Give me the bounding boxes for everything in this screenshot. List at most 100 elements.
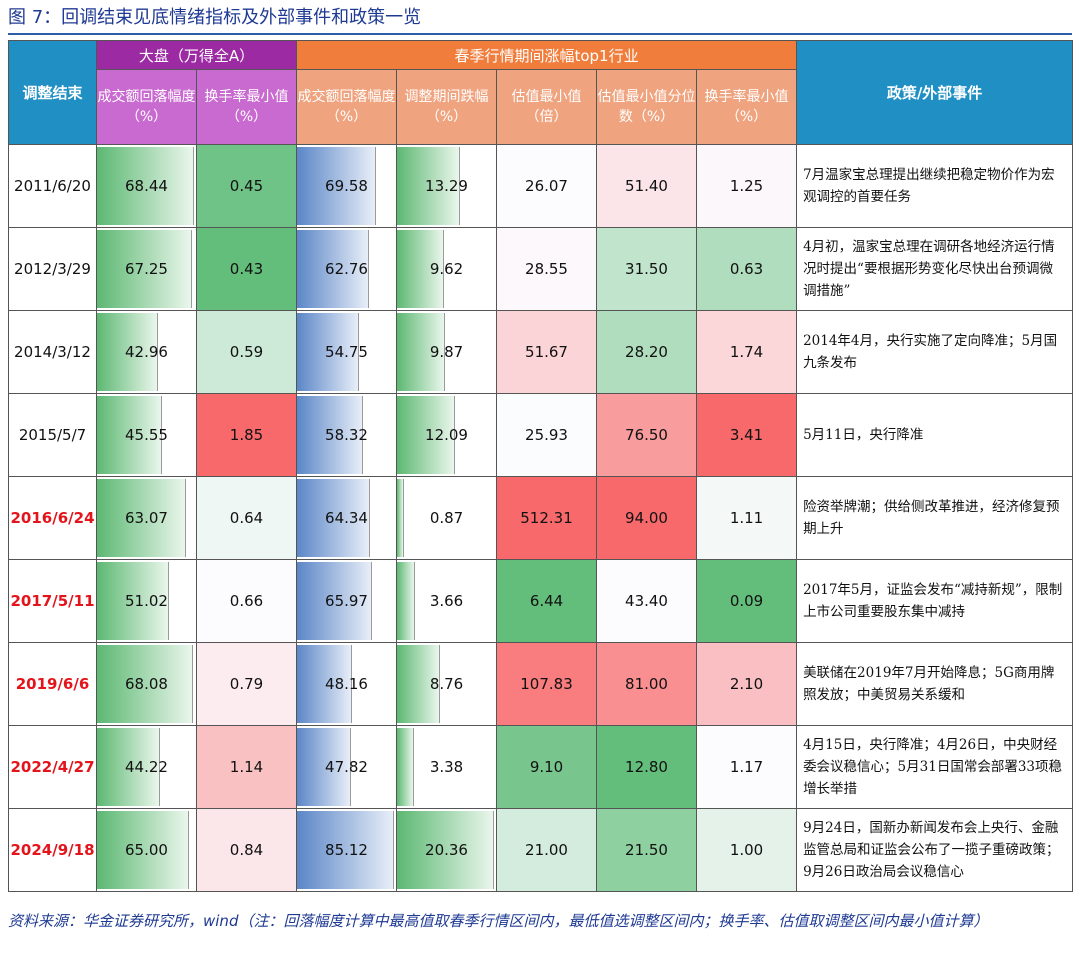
table-row: 2017/5/11 51.02 0.66 65.97 3.66 6.44 43.40 0.09… (8, 559, 1074, 643)
data-bar (397, 147, 461, 225)
policy-cell: 9月24日，国新办新闻发布会上央行、金融监管总局和证监会公布了一揽子重磅政策；9… (796, 808, 1074, 892)
data-bar (97, 313, 159, 391)
header-industry-group: 春季行情期间涨幅top1行业 (296, 40, 798, 70)
data-bar (297, 230, 370, 308)
source-note: 资料来源：华金证券研究所，wind（注：回落幅度计算中最高值取春季行情区间内，最… (8, 912, 989, 930)
industry-drawdown-cell: 9.87 (396, 310, 498, 394)
industry-volume-drop-cell: 64.34 (296, 476, 398, 560)
date-cell: 2014/3/12 (8, 310, 97, 394)
industry-drawdown-cell: 9.62 (396, 227, 498, 311)
table-row: 2019/6/6 68.08 0.79 48.16 8.76 107.83 81.00 2.1… (8, 642, 1074, 726)
industry-valuation-min-cell: 26.07 (496, 144, 598, 228)
industry-valuation-min-cell: 25.93 (496, 393, 598, 477)
industry-volume-drop-cell: 58.32 (296, 393, 398, 477)
market-turnover-min-cell: 0.79 (195, 642, 298, 726)
header-industry-valuation-min: 估值最小值（倍） (496, 69, 598, 145)
date-cell: 2016/6/24 (8, 476, 97, 560)
data-bar (297, 728, 352, 806)
data-bar (97, 147, 195, 225)
market-turnover-min-cell: 0.66 (195, 559, 298, 643)
header-industry-turnover-min: 换手率最小值（%） (696, 69, 798, 145)
cell-value: 51.02 (125, 592, 168, 610)
cell-value: 12.09 (425, 426, 468, 444)
data-bar (297, 811, 395, 889)
industry-valuation-min-cell: 107.83 (496, 642, 598, 726)
data-bar (97, 479, 187, 557)
industry-valuation-min-cell: 9.10 (496, 725, 598, 809)
cell-value: 47.82 (325, 758, 368, 776)
date-cell: 2017/5/11 (8, 559, 97, 643)
industry-turnover-min-cell: 0.63 (696, 227, 798, 311)
industry-valuation-min-cell: 21.00 (496, 808, 598, 892)
market-turnover-min-cell: 0.45 (195, 144, 298, 228)
industry-valuation-min-cell: 512.31 (496, 476, 598, 560)
market-volume-drop-cell: 68.44 (96, 144, 197, 228)
industry-drawdown-cell: 3.38 (396, 725, 498, 809)
cell-value: 13.29 (425, 177, 468, 195)
cell-value: 67.25 (125, 260, 168, 278)
cell-value: 9.87 (429, 343, 464, 361)
market-volume-drop-cell: 67.25 (96, 227, 197, 311)
market-turnover-min-cell: 0.84 (195, 808, 298, 892)
date-cell: 2012/3/29 (8, 227, 97, 311)
policy-cell: 5月11日，央行降准 (796, 393, 1074, 477)
title-rule (8, 33, 1072, 35)
market-volume-drop-cell: 44.22 (96, 725, 197, 809)
industry-turnover-min-cell: 1.00 (696, 808, 798, 892)
industry-volume-drop-cell: 47.82 (296, 725, 398, 809)
data-bar (397, 811, 495, 889)
cell-value: 65.97 (325, 592, 368, 610)
table-row: 2015/5/7 45.55 1.85 58.32 12.09 25.93 76.50 3.4… (8, 393, 1074, 477)
header-policy: 政策/外部事件 (796, 40, 1074, 145)
cell-value: 58.32 (325, 426, 368, 444)
table-body: 2011/6/20 68.44 0.45 69.58 13.29 26.07 51.40 1.… (8, 144, 1074, 892)
date-cell: 2019/6/6 (8, 642, 97, 726)
industry-valuation-min-cell: 51.67 (496, 310, 598, 394)
cell-value: 69.58 (325, 177, 368, 195)
data-bar (97, 230, 193, 308)
data-bar (397, 728, 414, 806)
date-cell: 2022/4/27 (8, 725, 97, 809)
industry-valuation-percentile-cell: 94.00 (596, 476, 698, 560)
industry-valuation-percentile-cell: 31.50 (596, 227, 698, 311)
date-cell: 2011/6/20 (8, 144, 97, 228)
industry-valuation-percentile-cell: 51.40 (596, 144, 698, 228)
data-bar (397, 230, 444, 308)
data-bar (397, 645, 440, 723)
market-volume-drop-cell: 42.96 (96, 310, 197, 394)
industry-turnover-min-cell: 1.17 (696, 725, 798, 809)
data-bar (297, 313, 360, 391)
industry-drawdown-cell: 12.09 (396, 393, 498, 477)
cell-value: 44.22 (125, 758, 168, 776)
industry-volume-drop-cell: 85.12 (296, 808, 398, 892)
header-industry-volume-drop: 成交额回落幅度（%） (296, 69, 398, 145)
industry-turnover-min-cell: 1.74 (696, 310, 798, 394)
industry-valuation-min-cell: 6.44 (496, 559, 598, 643)
data-bar (297, 147, 377, 225)
data-bar (97, 396, 163, 474)
cell-value: 65.00 (125, 841, 168, 859)
industry-volume-drop-cell: 65.97 (296, 559, 398, 643)
table-row: 2016/6/24 63.07 0.64 64.34 0.87 512.31 94.00 1.… (8, 476, 1074, 560)
data-bar (97, 728, 161, 806)
industry-valuation-percentile-cell: 81.00 (596, 642, 698, 726)
data-bar (397, 562, 415, 640)
table-row: 2012/3/29 67.25 0.43 62.76 9.62 28.55 31.50 0.6… (8, 227, 1074, 311)
header-market-turnover-min: 换手率最小值（%） (195, 69, 298, 145)
cell-value: 8.76 (429, 675, 464, 693)
industry-valuation-percentile-cell: 28.20 (596, 310, 698, 394)
cell-value: 64.34 (325, 509, 368, 527)
market-volume-drop-cell: 51.02 (96, 559, 197, 643)
data-bar (97, 562, 170, 640)
market-turnover-min-cell: 0.59 (195, 310, 298, 394)
industry-drawdown-cell: 20.36 (396, 808, 498, 892)
policy-cell: 2014年4月，央行实施了定向降准；5月国九条发布 (796, 310, 1074, 394)
cell-value: 0.87 (429, 509, 464, 527)
market-turnover-min-cell: 0.64 (195, 476, 298, 560)
policy-cell: 美联储在2019年7月开始降息；5G商用牌照发放；中美贸易关系缓和 (796, 642, 1074, 726)
market-volume-drop-cell: 68.08 (96, 642, 197, 726)
industry-drawdown-cell: 3.66 (396, 559, 498, 643)
industry-valuation-min-cell: 28.55 (496, 227, 598, 311)
industry-drawdown-cell: 13.29 (396, 144, 498, 228)
cell-value: 9.62 (429, 260, 464, 278)
